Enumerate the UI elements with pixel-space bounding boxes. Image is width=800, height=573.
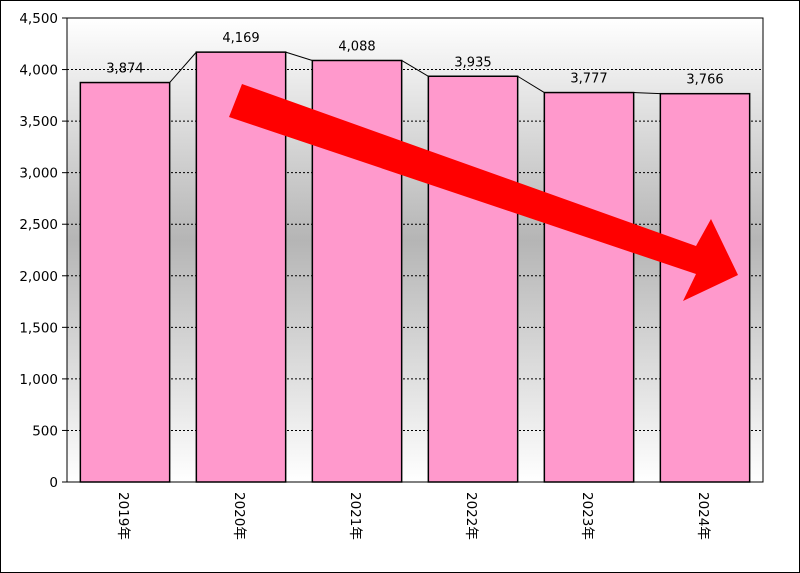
y-tick-label: 3,000 [19, 166, 58, 182]
bars [79, 51, 751, 483]
y-tick-label: 500 [32, 423, 58, 439]
series-line [401, 60, 429, 77]
series-line [285, 51, 313, 61]
series-line [169, 51, 197, 83]
x-tick-label: 2024年 [695, 492, 711, 540]
x-axis: 2019年 2020年 2021年 2022年 2023年 2024年 [115, 492, 711, 540]
series-lines [169, 51, 661, 95]
data-label: 4,088 [338, 39, 375, 54]
bar [427, 75, 519, 483]
x-tick-label: 2023年 [579, 492, 595, 540]
bar [543, 91, 635, 483]
y-tick-label: 1,500 [19, 320, 58, 336]
data-label: 3,777 [570, 72, 607, 87]
data-label: 4,169 [222, 31, 259, 46]
series-line [517, 75, 545, 93]
y-tick-label: 3,500 [19, 114, 58, 130]
y-tick-label: 4,000 [19, 63, 58, 79]
data-label: 3,935 [454, 55, 491, 70]
data-labels: 3,874 4,169 4,088 3,935 3,777 3,766 [106, 31, 723, 88]
x-tick-label: 2020年 [231, 492, 247, 540]
series-line [633, 92, 661, 95]
y-tick-label: 1,000 [19, 372, 58, 388]
x-tick-label: 2022年 [463, 492, 479, 540]
x-tick-label: 2021年 [347, 492, 363, 540]
y-axis: 0 500 1,000 1,500 2,000 2,500 3,000 3,500 4,000 4… [19, 11, 67, 491]
y-tick-label: 4,500 [19, 11, 58, 27]
y-tick-label: 0 [49, 475, 58, 491]
data-label: 3,766 [686, 73, 723, 88]
x-tick-label: 2019年 [115, 492, 131, 540]
bar [79, 81, 171, 483]
y-tick-label: 2,000 [19, 269, 58, 285]
y-tick-label: 2,500 [19, 217, 58, 233]
down-trend-arrow [229, 84, 738, 301]
data-label: 3,874 [106, 62, 143, 77]
gridlines [67, 69, 763, 431]
